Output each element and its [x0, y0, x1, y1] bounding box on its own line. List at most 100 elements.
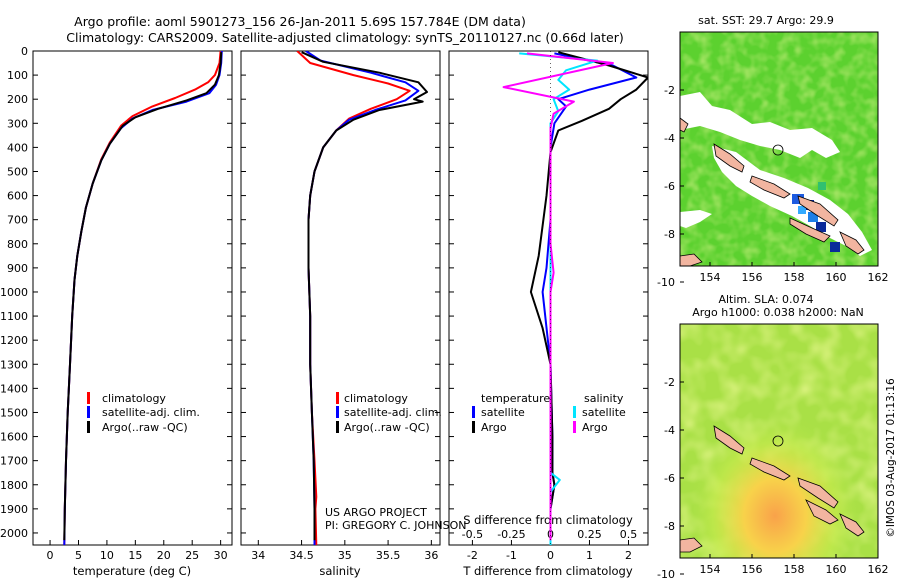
sst-cold-pixel — [808, 212, 818, 222]
legend-swatch-s-argo — [573, 421, 576, 433]
depth-tick-label: 1700 — [0, 455, 28, 468]
legend-swatch-argo — [87, 421, 90, 433]
s-diff-tick-label: -0.25 — [497, 528, 525, 541]
x-tick-label: 10 — [100, 549, 114, 562]
legend-satellite: satellite-adj. clim. — [344, 406, 442, 419]
legend-satellite: satellite-adj. clim. — [102, 406, 200, 419]
map-axes: 154 156 158 160 162 -2 -4 -6 -8 -10 154 156 158 160 16… — [657, 84, 888, 580]
depth-tick-label: 1500 — [0, 406, 28, 419]
depth-tick-label: 1000 — [0, 286, 28, 299]
x-tick-label: 35 — [338, 549, 352, 562]
map-x-tick-label: 158 — [784, 563, 805, 576]
sla-map-title1: Altim. SLA: 0.074 — [718, 293, 813, 306]
legend-t-argo: Argo — [481, 421, 507, 434]
legend-swatch-t-argo — [472, 421, 475, 433]
x-tick-label: 34.5 — [289, 549, 314, 562]
legend-s-argo: Argo — [582, 421, 608, 434]
depth-tick-label: 100 — [7, 69, 28, 82]
difference-legend: temperature salinity satellite Argo sate… — [472, 392, 626, 434]
map-x-tick-label: 160 — [826, 563, 847, 576]
t-diff-axis-label: T difference from climatology — [462, 564, 633, 578]
map-x-tick-label: 160 — [826, 271, 847, 284]
header-line1: Argo profile: aoml 5901273_156 26-Jan-20… — [74, 14, 526, 29]
x-tick-label: 20 — [157, 549, 171, 562]
legend-climatology: climatology — [344, 392, 408, 405]
depth-tick-label: 1400 — [0, 382, 28, 395]
map-x-tick-label: 156 — [742, 271, 763, 284]
sst-cool-pixel — [818, 182, 826, 190]
depth-tick-label: 300 — [7, 117, 28, 130]
legend-swatch-satellite — [336, 406, 339, 418]
x-tick-label: 30 — [214, 549, 228, 562]
map-y-tick-label: -2 — [664, 376, 675, 389]
depth-tick-label: 700 — [7, 214, 28, 227]
map-y-tick-label: -4 — [664, 132, 675, 145]
map-y-tick-label: -4 — [664, 424, 675, 437]
x-tick-label: 2 — [625, 549, 632, 562]
map-x-tick-label: 158 — [784, 271, 805, 284]
salinity-x-axis: 34 34.5 35 35.5 36 — [251, 540, 438, 562]
legend-swatch-t-satellite — [472, 406, 475, 418]
temperature-x-axis: 0 5 10 15 20 25 30 — [47, 540, 228, 562]
series-line-t-argo — [529, 51, 648, 541]
depth-tick-label: 200 — [7, 93, 28, 106]
series-line-argo-raw-qc- — [301, 51, 428, 541]
sst-map — [679, 31, 879, 267]
sst-cold-pixel — [830, 242, 840, 252]
s-diff-tick-label: 0.5 — [620, 528, 638, 541]
difference-axes — [448, 50, 649, 546]
depth-tick-label: 900 — [7, 262, 28, 275]
x-tick-label: 36 — [424, 549, 438, 562]
s-diff-tick-label: 0.25 — [577, 528, 602, 541]
depth-tick-label: 500 — [7, 165, 28, 178]
island-shape — [805, 499, 839, 525]
map-y-tick-label: -10 — [657, 568, 675, 580]
temperature-axis-label: temperature (deg C) — [73, 564, 191, 578]
depth-tick-label: 800 — [7, 238, 28, 251]
depth-tick-label: 1900 — [0, 503, 28, 516]
map-y-tick-label: -8 — [664, 520, 675, 533]
sst-missing-region — [680, 92, 840, 158]
island-shape — [713, 425, 745, 455]
depth-tick-label: 1800 — [0, 479, 28, 492]
sst-cold-pixel — [792, 194, 804, 204]
depth-axis: 0 100 200 300 400 500 600 700 800 900 1000 1100 1200… — [0, 45, 648, 540]
legend-s-satellite: satellite — [582, 406, 626, 419]
map-x-tick-label: 154 — [700, 271, 721, 284]
x-tick-label: 5 — [75, 549, 82, 562]
island-shape — [797, 195, 839, 227]
s-diff-tick-label: -0.5 — [462, 528, 483, 541]
legend-salinity-heading: salinity — [584, 392, 624, 405]
x-tick-label: -2 — [467, 549, 478, 562]
island-shape — [839, 231, 865, 255]
float-position-marker — [772, 144, 784, 156]
salinity-axes — [240, 50, 441, 546]
island-shape — [839, 513, 865, 537]
footer-credit: ©IMOS 03-Aug-2017 01:13:16 — [885, 378, 897, 538]
x-tick-label: 0 — [547, 549, 554, 562]
legend-climatology: climatology — [102, 392, 166, 405]
sst-cold-pixel — [798, 206, 806, 214]
sla-map — [679, 323, 879, 559]
temperature-axes — [32, 50, 233, 546]
map-x-tick-label: 162 — [868, 271, 889, 284]
map-x-tick-label: 162 — [868, 563, 889, 576]
island-shape — [713, 143, 745, 173]
legend-swatch-argo — [336, 421, 339, 433]
x-tick-label: 1 — [586, 549, 593, 562]
map-x-tick-label: 154 — [700, 563, 721, 576]
series-line-s-argo — [502, 52, 614, 541]
sst-cold-pixel — [816, 222, 826, 232]
sla-map-frame — [679, 323, 879, 559]
series-line-t-satellite — [541, 52, 638, 545]
legend-argo: Argo(..raw -QC) — [102, 421, 188, 434]
depth-tick-label: 600 — [7, 190, 28, 203]
legend-swatch-climatology — [87, 392, 90, 404]
x-tick-label: 25 — [185, 549, 199, 562]
island-shape — [797, 477, 839, 509]
series-line-satellite-adj-clim- — [63, 51, 223, 545]
map-y-tick-label: -2 — [664, 84, 675, 97]
map-y-tick-label: -6 — [664, 180, 675, 193]
island-shape — [789, 217, 831, 243]
